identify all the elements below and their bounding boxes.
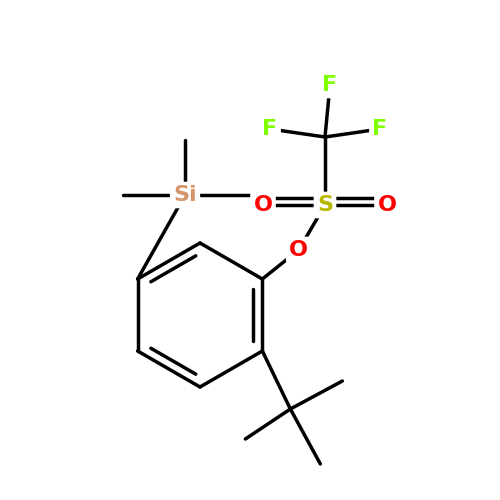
- Text: S: S: [317, 195, 333, 215]
- Text: F: F: [322, 75, 338, 95]
- Text: O: O: [289, 240, 308, 260]
- Text: F: F: [372, 119, 388, 139]
- Text: Si: Si: [173, 185, 197, 205]
- Text: O: O: [378, 195, 396, 215]
- Text: F: F: [262, 119, 278, 139]
- Text: O: O: [254, 195, 272, 215]
